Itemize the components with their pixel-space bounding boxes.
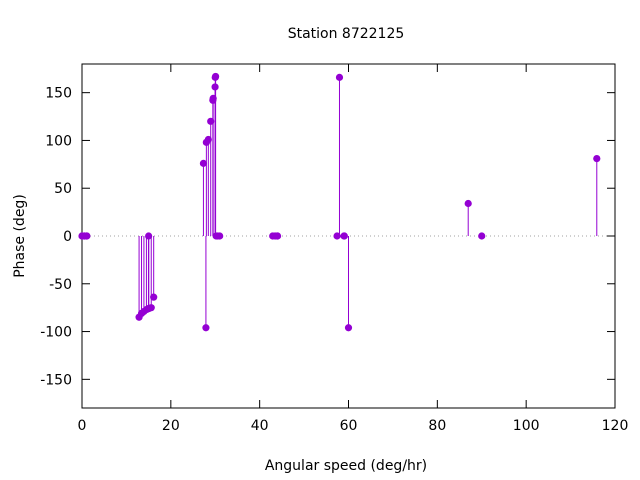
data-point: [202, 324, 210, 332]
data-point: [340, 232, 348, 240]
data-point: [199, 159, 208, 167]
y-tick-label: 0: [63, 229, 72, 245]
data-point: [216, 232, 224, 240]
y-axis-label: Phase (deg): [12, 194, 28, 278]
x-tick-label: 20: [162, 418, 180, 434]
data-point: [212, 72, 220, 81]
y-tick-label: 150: [45, 86, 72, 102]
x-tick-label: 80: [428, 418, 446, 434]
data-point: [147, 304, 155, 312]
y-tick-label: 50: [54, 181, 72, 197]
x-tick-label: 100: [513, 418, 540, 434]
x-axis: 0 20 40 60 80 100 120: [78, 64, 629, 434]
y-tick-label: 100: [45, 133, 72, 149]
data-point: [273, 232, 282, 240]
data-point: [464, 199, 472, 208]
x-tick-label: 60: [340, 418, 358, 434]
data-point: [344, 324, 353, 332]
data-point: [150, 293, 158, 301]
data-point: [593, 155, 601, 163]
x-tick-label: 120: [602, 418, 629, 434]
x-axis-label: Angular speed (deg/hr): [265, 458, 427, 474]
y-tick-label: -50: [49, 277, 72, 293]
data-point: [478, 232, 486, 240]
chart-title: Station 8722125: [288, 26, 405, 42]
x-tick-label: 0: [78, 418, 87, 434]
y-tick-label: -150: [40, 372, 72, 388]
data-series: [78, 72, 601, 332]
y-tick-label: -100: [40, 325, 72, 341]
data-point: [204, 135, 212, 144]
x-tick-label: 40: [251, 418, 269, 434]
data-point: [335, 73, 344, 81]
y-axis: -150 -100 -50 0 50 100 150: [40, 86, 615, 388]
data-point: [83, 232, 91, 240]
data-point: [333, 232, 341, 240]
